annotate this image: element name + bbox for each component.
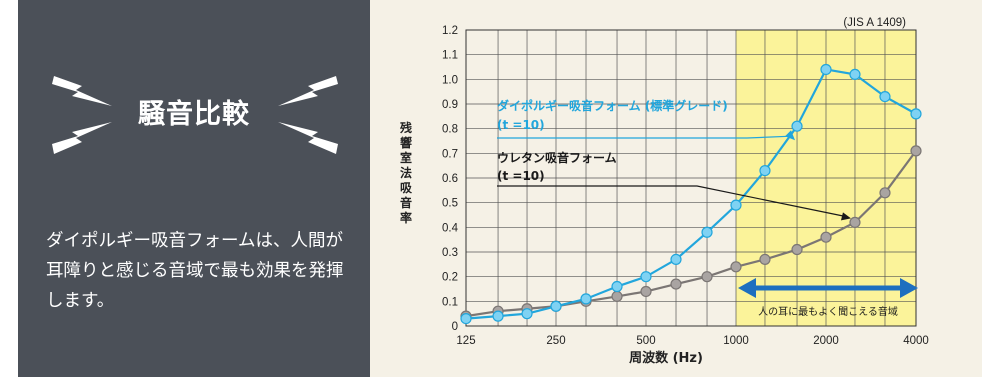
data-series [460,63,922,325]
x-tick-label: 125 [456,335,475,347]
series-1-point [791,120,803,132]
series-1-point [879,90,891,103]
y-tick-label: 0.3 [442,247,458,259]
x-tick-label: 1000 [723,335,749,347]
series-1-point [730,199,742,211]
series-1-point [611,280,623,293]
series-2-callout-line [497,185,846,217]
series-1-point [640,271,652,283]
series-1-point [759,165,771,177]
series-2-thickness: (t =10) [497,169,545,183]
chart-panel: 0 0.1 0.2 0.3 0.4 0.5 0.6 0.7 0.8 0.9 1.0 1.1 1.2 12… [370,0,982,377]
y-tick-label: 0.4 [442,222,459,234]
series-2-point [730,261,742,273]
series-2-point [640,285,652,298]
series-2-line [465,150,917,318]
y-tick-label: 1.1 [442,50,458,62]
series-2-point [791,243,803,256]
series-1-point [460,313,472,325]
series-2-point [670,278,682,290]
x-tick-label: 500 [636,335,655,347]
y-tick-label: 1.2 [442,25,458,37]
series-2-point [701,271,713,283]
y-axis-label-char: 率 [400,210,412,225]
series-1-point [849,68,861,81]
series-2-point [759,253,771,265]
series-1-line [465,68,917,320]
x-tick-labels: 125 250 500 1000 2000 4000 [456,335,928,347]
absorption-chart: 0 0.1 0.2 0.3 0.4 0.5 0.6 0.7 0.8 0.9 1.0 1.1 1.2 12… [400,17,929,366]
noise-comparison-panel: 騒音比較 ダイポルギー吸音フォームは、人間が耳障りと感じる音域で最も効果を発揮し… [18,0,370,377]
series-1-point [521,308,533,320]
series-1-point [910,108,922,120]
series-2-point [611,290,623,302]
series-callouts [497,130,851,221]
y-axis-label-char: 室 [400,150,412,165]
y-tick-label: 0.6 [442,173,458,185]
x-tick-label: 250 [546,335,565,347]
plot-frame [465,29,917,327]
series-1-point [580,293,592,305]
y-tick-label: 0.5 [442,198,458,210]
series-1-point [701,226,713,238]
x-axis-label: 周波数 (Hz) [629,350,703,366]
series-2-point [879,187,891,199]
range-annotation: 人の耳に最もよく聞こえる音域 [758,305,898,318]
series-1-point [492,310,504,322]
y-axis-label-char: 法 [400,165,412,180]
y-tick-labels: 0 0.1 0.2 0.3 0.4 0.5 0.6 0.7 0.8 0.9 1.0 1.1 1.2 [442,25,459,333]
range-arrow [738,278,918,298]
series-1-point [550,300,562,312]
y-tick-label: 0.8 [442,124,458,136]
panel-heading: 騒音比較 [138,99,250,130]
series-1-thickness: (t =10) [497,118,545,132]
y-axis-label-char: 吸 [400,181,413,195]
y-tick-label: 0.2 [442,272,458,284]
series-2-callout-arrow [840,212,851,221]
y-axis-label-char: 音 [400,195,412,210]
y-tick-label: 0 [452,321,458,333]
series-1-point [670,253,682,265]
lightning-bolt-icon [52,76,112,106]
lightning-bolt-icon [52,122,112,154]
x-tick-label: 2000 [813,335,839,347]
series-2-point [910,145,922,157]
y-axis-label-char: 残 [400,120,412,135]
panel-description: ダイポルギー吸音フォームは、人間が耳障りと感じる音域で最も効果を発揮します。 [46,231,344,311]
series-1-callout-arrow [785,130,796,141]
series-1-point [820,63,832,76]
series-1-callout-line [497,135,792,139]
series-2-point [849,216,861,228]
y-tick-label: 0.7 [442,148,458,160]
lightning-bolt-icon [278,122,338,154]
series-2-name: ウレタン吸音フォーム [497,150,617,165]
x-tick-label: 4000 [903,335,929,347]
standard-label: (JIS A 1409) [843,17,906,29]
series-1-name: ダイポルギー吸音フォーム (標準グレード) [497,98,728,113]
series-2-point [820,231,832,243]
y-tick-label: 0.9 [442,99,458,111]
y-tick-label: 0.1 [442,296,458,308]
y-tick-label: 1.0 [442,74,458,86]
lightning-bolt-icon [278,76,338,106]
y-axis-label-char: 響 [400,135,412,150]
